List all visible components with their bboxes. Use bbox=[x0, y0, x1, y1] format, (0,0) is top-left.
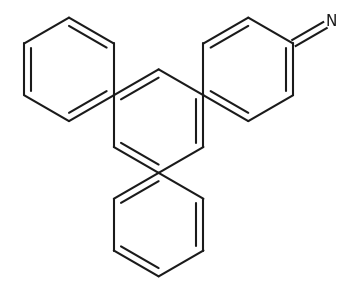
Text: N: N bbox=[325, 14, 337, 29]
